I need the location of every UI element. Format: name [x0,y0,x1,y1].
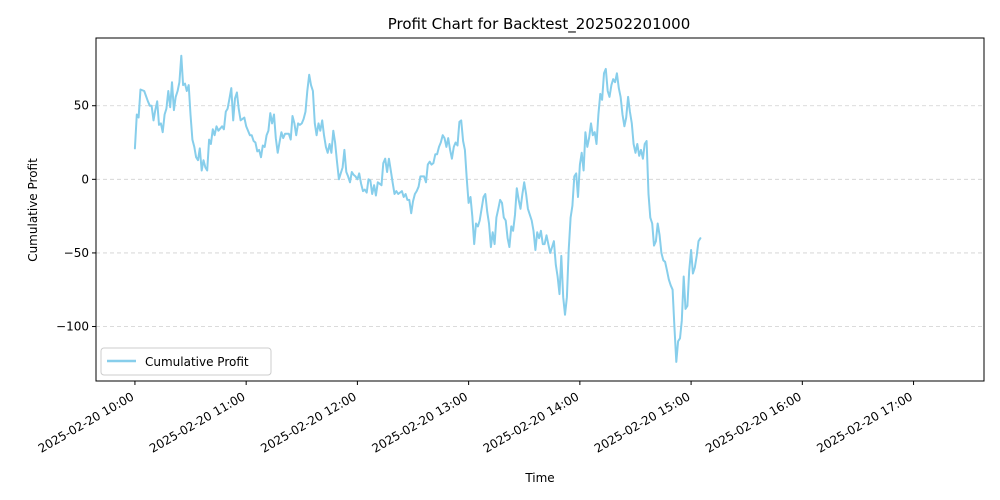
legend-label: Cumulative Profit [145,355,249,369]
x-axis-title: Time [524,471,554,485]
series-line-cumulative-profit [133,54,702,363]
y-tick-label: 0 [81,172,89,186]
y-tick-label: −50 [64,246,89,260]
gridlines [96,105,984,327]
legend: Cumulative Profit [100,347,272,376]
series-layer [133,54,702,363]
y-tick-label: 50 [74,99,89,113]
y-axis-ticks: −100 −50 0 50 [56,99,96,334]
legend-box [100,347,272,376]
plot-frame [95,37,985,382]
y-tick-label: −100 [56,320,89,334]
chart-title: Profit Chart for Backtest_202502201000 [388,15,691,34]
y-axis-title: Cumulative Profit [26,158,40,262]
